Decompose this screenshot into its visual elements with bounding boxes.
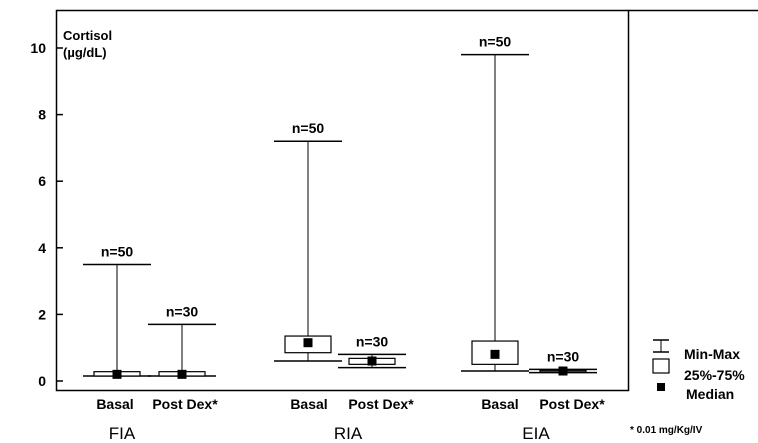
- median-marker: [490, 349, 500, 359]
- median-marker: [303, 338, 313, 348]
- y-axis-label-line2: (µg/dL): [63, 45, 107, 60]
- footnote: * 0.01 mg/Kg/IV: [630, 425, 703, 436]
- legend-median-symbol: [657, 383, 665, 391]
- y-axis-ticks: 0 2 4 6 8 10: [30, 40, 63, 389]
- x-axis-categories: Basal Post Dex* Basal Post Dex* Basal Post De…: [96, 396, 605, 443]
- legend-iqr-label: 25%-75%: [684, 367, 745, 383]
- legend-iqr-symbol: [652, 358, 670, 374]
- y-tick-label: 8: [38, 107, 46, 123]
- median-marker: [177, 369, 187, 379]
- n-label: n=30: [547, 348, 580, 364]
- box-ria-basal: n=50: [274, 120, 342, 362]
- category-label: Basal: [481, 396, 518, 412]
- y-tick-label: 4: [38, 240, 46, 256]
- category-label: Post Dex*: [348, 396, 414, 412]
- legend-median-label: Median: [686, 386, 734, 402]
- group-label: RIA: [334, 424, 363, 443]
- y-tick-label: 6: [38, 173, 46, 189]
- n-label: n=30: [356, 333, 389, 349]
- plot-frame: [55, 9, 630, 392]
- y-tick-label: 2: [38, 306, 46, 322]
- category-label: Basal: [96, 396, 133, 412]
- box-eia-basal: n=50: [461, 34, 529, 372]
- y-tick-label: 0: [38, 373, 46, 389]
- box-eia-postdex: n=30: [529, 348, 597, 376]
- category-label: Post Dex*: [152, 396, 218, 412]
- median-marker: [558, 366, 568, 376]
- box-fia-postdex: n=30: [148, 303, 216, 379]
- n-label: n=50: [292, 120, 325, 136]
- y-axis-label-line1: Cortisol: [63, 28, 112, 43]
- n-label: n=50: [101, 243, 134, 259]
- category-label: Basal: [290, 396, 327, 412]
- group-label: EIA: [522, 424, 550, 443]
- median-marker: [112, 369, 122, 379]
- group-label: FIA: [109, 424, 136, 443]
- y-tick-label: 10: [30, 40, 46, 56]
- n-label: n=50: [479, 34, 512, 50]
- legend: Min-Max 25%-75% Median: [652, 339, 745, 402]
- boxplot-series: n=50 n=30 n=50 n=30 n=50 n=30: [83, 34, 597, 379]
- n-label: n=30: [166, 303, 199, 319]
- category-label: Post Dex*: [539, 396, 605, 412]
- legend-minmax-label: Min-Max: [684, 346, 740, 362]
- median-marker: [367, 356, 377, 366]
- box-ria-postdex: n=30: [338, 333, 406, 369]
- box-fia-basal: n=50: [83, 243, 151, 379]
